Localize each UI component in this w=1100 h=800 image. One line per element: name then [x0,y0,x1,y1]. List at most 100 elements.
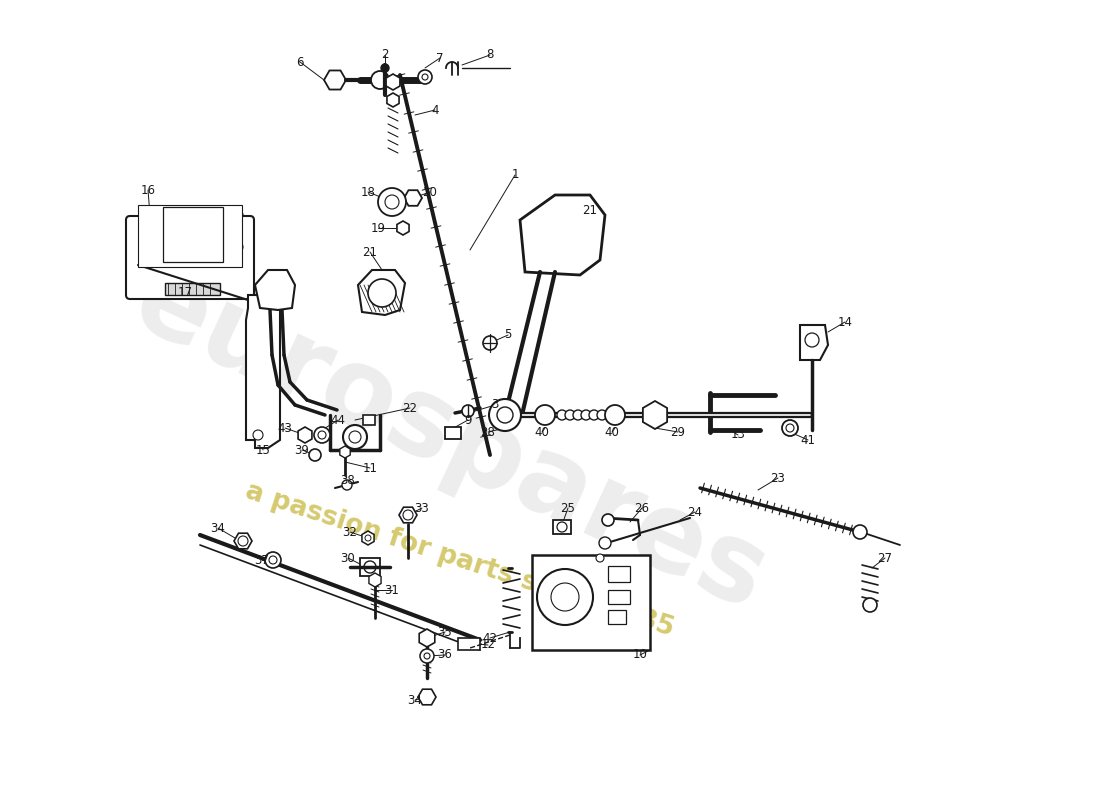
Circle shape [233,210,243,220]
Bar [163,207,223,262]
Bar [138,205,242,267]
Polygon shape [642,401,667,429]
Text: 36: 36 [438,649,452,662]
Circle shape [309,449,321,461]
Bar [458,638,480,650]
Circle shape [420,649,434,663]
Text: 1: 1 [512,169,519,182]
Circle shape [535,405,556,425]
Text: a passion for parts since 1985: a passion for parts since 1985 [242,478,678,642]
Text: 35: 35 [438,626,452,638]
Circle shape [141,240,155,254]
Text: 10: 10 [632,649,648,662]
Circle shape [238,536,248,546]
Circle shape [602,514,614,526]
Circle shape [565,410,575,420]
Bar [363,415,375,425]
Text: 44: 44 [330,414,345,426]
Polygon shape [358,270,405,315]
Text: 3: 3 [492,398,498,411]
Polygon shape [532,555,650,650]
Text: 41: 41 [801,434,815,446]
Text: 20: 20 [422,186,438,198]
Text: 27: 27 [878,551,892,565]
Text: 40: 40 [605,426,619,438]
Polygon shape [340,446,350,458]
Circle shape [342,480,352,490]
Polygon shape [234,534,252,549]
Circle shape [588,410,600,420]
Circle shape [537,569,593,625]
Text: 37: 37 [254,554,270,566]
Circle shape [270,556,277,564]
Polygon shape [362,531,374,545]
Circle shape [490,399,521,431]
Text: 21: 21 [583,203,597,217]
Circle shape [557,410,566,420]
Polygon shape [418,690,436,705]
Text: 26: 26 [635,502,649,514]
Circle shape [381,64,389,72]
Circle shape [786,424,794,432]
Circle shape [805,333,820,347]
Polygon shape [246,295,280,448]
Bar [446,427,461,439]
Circle shape [462,405,474,417]
FancyBboxPatch shape [126,216,254,299]
Circle shape [314,427,330,443]
Text: 12: 12 [481,638,495,651]
Bar [608,566,630,582]
Text: 19: 19 [371,222,385,234]
Polygon shape [397,221,409,235]
Polygon shape [368,573,381,587]
Bar [553,520,571,534]
Polygon shape [298,427,312,443]
Text: 16: 16 [141,183,155,197]
Circle shape [605,405,625,425]
Text: 28: 28 [481,426,495,438]
Circle shape [557,522,566,532]
Circle shape [596,554,604,562]
Polygon shape [165,283,220,295]
Circle shape [600,537,610,549]
Text: 2: 2 [382,49,388,62]
Circle shape [551,583,579,611]
Text: 24: 24 [688,506,703,518]
Circle shape [581,410,591,420]
Polygon shape [387,93,399,107]
Text: 6: 6 [296,55,304,69]
Circle shape [253,430,263,440]
Polygon shape [404,190,422,206]
Text: eurospares: eurospares [117,247,783,633]
Text: 25: 25 [561,502,575,514]
Text: 23: 23 [771,471,785,485]
Text: 11: 11 [363,462,377,474]
Circle shape [349,431,361,443]
Circle shape [343,425,367,449]
Text: 42: 42 [483,631,497,645]
Circle shape [418,70,432,84]
Circle shape [233,242,243,252]
Circle shape [864,598,877,612]
Polygon shape [419,629,435,647]
Text: 40: 40 [535,426,549,438]
Circle shape [483,336,497,350]
Text: 14: 14 [837,315,852,329]
Text: 39: 39 [295,443,309,457]
Circle shape [318,431,326,439]
Text: 15: 15 [255,443,271,457]
Circle shape [368,279,396,307]
Circle shape [497,407,513,423]
Text: 29: 29 [671,426,685,438]
Circle shape [403,510,412,520]
Circle shape [597,410,607,420]
Circle shape [422,74,428,80]
Text: 34: 34 [408,694,422,706]
Text: 9: 9 [464,414,472,426]
Circle shape [371,71,389,89]
Text: 22: 22 [403,402,418,414]
Text: 5: 5 [504,329,512,342]
Circle shape [852,525,867,539]
Text: 33: 33 [415,502,429,514]
Circle shape [364,561,376,573]
